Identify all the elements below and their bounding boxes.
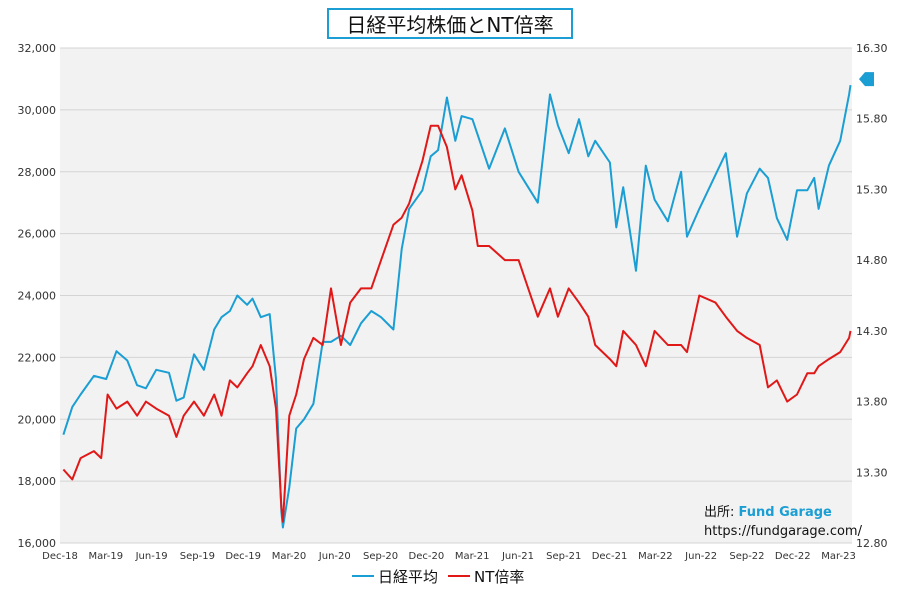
legend-item-nt-ratio: NT倍率 — [448, 566, 524, 587]
x-tick-label: Sep-19 — [180, 551, 215, 562]
legend-item-nikkei: 日経平均 — [352, 566, 438, 587]
legend: 日経平均 NT倍率 — [352, 566, 524, 586]
y-right-tick-label: 15.80 — [856, 113, 888, 126]
y-left-tick-label: 20,000 — [18, 413, 57, 426]
x-tick-label: Jun-19 — [135, 551, 168, 562]
y-left-tick-label: 18,000 — [18, 475, 57, 488]
y-right-tick-label: 13.30 — [856, 466, 888, 479]
x-tick-label: Mar-22 — [638, 551, 673, 562]
x-tick-label: Dec-18 — [42, 551, 78, 562]
x-tick-label: Mar-23 — [821, 551, 856, 562]
latest-value-marker — [859, 72, 874, 87]
y-right-tick-label: 14.80 — [856, 254, 888, 267]
y-left-tick-label: 30,000 — [18, 104, 57, 117]
source-brand: Fund Garage — [738, 505, 832, 520]
y-left-tick-label: 22,000 — [18, 351, 57, 364]
legend-swatch-nikkei — [352, 575, 374, 577]
x-tick-label: Jun-21 — [501, 551, 534, 562]
x-tick-label: Dec-19 — [225, 551, 261, 562]
x-tick-label: Jun-20 — [318, 551, 351, 562]
y-left-tick-label: 32,000 — [18, 42, 57, 55]
y-left-tick-label: 28,000 — [18, 166, 57, 179]
source-url: https://fundgarage.com/ — [704, 524, 862, 539]
series-line-nt-ratio — [62, 124, 852, 523]
x-tick-label: Jun-22 — [684, 551, 717, 562]
x-tick-label: Sep-21 — [546, 551, 581, 562]
x-tick-label: Sep-22 — [729, 551, 764, 562]
y-right-tick-label: 16.30 — [856, 42, 888, 55]
chart-title: 日経平均株価とNT倍率 — [327, 8, 573, 39]
x-tick-label: Dec-20 — [409, 551, 445, 562]
y-right-tick-label: 13.80 — [856, 396, 888, 409]
y-left-tick-label: 26,000 — [18, 228, 57, 241]
y-right-tick-label: 15.30 — [856, 183, 888, 196]
series-line-nikkei — [62, 84, 852, 529]
x-tick-label: Dec-22 — [775, 551, 811, 562]
y-left-tick-label: 24,000 — [18, 290, 57, 303]
source-label: 出所: — [704, 505, 739, 520]
x-tick-label: Mar-21 — [455, 551, 490, 562]
y-right-tick-label: 12.80 — [856, 537, 888, 550]
x-tick-label: Mar-19 — [89, 551, 124, 562]
source-note: 出所: Fund Garage https://fundgarage.com/ — [704, 503, 862, 541]
x-tick-label: Mar-20 — [272, 551, 307, 562]
legend-swatch-nt-ratio — [448, 575, 471, 577]
x-tick-label: Sep-20 — [363, 551, 398, 562]
legend-label-nikkei: 日経平均 — [378, 567, 439, 586]
y-right-tick-label: 14.30 — [856, 325, 888, 338]
legend-label-nt-ratio: NT倍率 — [474, 567, 525, 586]
x-tick-label: Dec-21 — [592, 551, 628, 562]
y-left-tick-label: 16,000 — [18, 537, 57, 550]
